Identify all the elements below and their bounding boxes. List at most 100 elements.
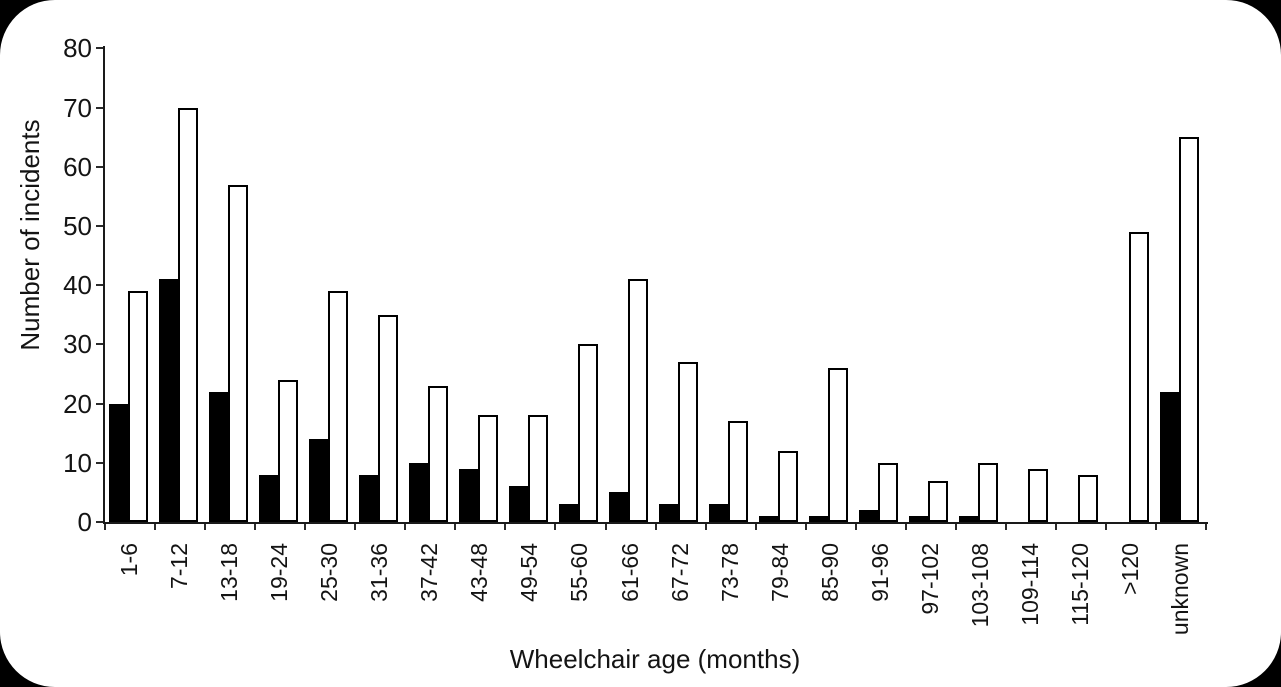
bar-black bbox=[409, 463, 428, 522]
x-tick bbox=[404, 522, 406, 530]
y-axis-line bbox=[103, 46, 105, 524]
y-tick-label: 50 bbox=[63, 211, 92, 241]
x-category-label: unknown bbox=[1167, 543, 1193, 636]
bar-white bbox=[528, 415, 548, 522]
bar-black bbox=[309, 439, 328, 522]
x-category-label: 85-90 bbox=[817, 543, 843, 602]
bar-white bbox=[1129, 232, 1149, 522]
bar-black bbox=[609, 492, 628, 522]
bar-white bbox=[1078, 475, 1098, 522]
bar-black bbox=[859, 510, 878, 522]
y-tick bbox=[96, 521, 105, 523]
bar-black bbox=[659, 504, 678, 522]
x-axis-title: Wheelchair age (months) bbox=[509, 644, 801, 674]
bar-white bbox=[478, 415, 498, 522]
bar-white bbox=[578, 344, 598, 522]
y-tick-label: 10 bbox=[63, 447, 92, 478]
x-category-label: 115-120 bbox=[1067, 543, 1093, 626]
x-category-label: 79-84 bbox=[767, 543, 793, 602]
y-tick-label: 30 bbox=[63, 329, 92, 360]
x-category-label: 43-48 bbox=[466, 543, 492, 602]
y-tick bbox=[96, 225, 105, 227]
x-category-label: 13-18 bbox=[216, 543, 242, 602]
x-tick bbox=[655, 522, 657, 530]
x-category-label: 91-96 bbox=[867, 543, 893, 602]
y-tick bbox=[96, 284, 105, 287]
y-tick bbox=[96, 402, 105, 405]
bar-white bbox=[1179, 137, 1199, 522]
x-tick bbox=[1155, 522, 1157, 530]
bar-white bbox=[928, 481, 948, 522]
bar-white bbox=[228, 185, 248, 522]
bar-black bbox=[809, 516, 828, 522]
x-tick bbox=[755, 522, 757, 530]
x-category-label: 31-36 bbox=[366, 543, 392, 602]
bar-white bbox=[428, 386, 448, 522]
x-tick bbox=[1205, 522, 1207, 530]
bar-black bbox=[709, 504, 728, 522]
x-tick bbox=[705, 522, 707, 530]
x-tick bbox=[354, 522, 356, 530]
x-tick bbox=[304, 522, 306, 530]
y-tick bbox=[96, 343, 105, 346]
x-category-label: 109-114 bbox=[1017, 543, 1043, 626]
x-tick bbox=[254, 522, 256, 530]
y-tick bbox=[96, 165, 105, 168]
x-category-label: >120 bbox=[1117, 543, 1143, 595]
x-tick bbox=[204, 522, 206, 530]
x-tick bbox=[805, 522, 807, 530]
x-tick bbox=[454, 522, 456, 530]
x-tick bbox=[504, 522, 506, 530]
y-tick-label: 60 bbox=[63, 151, 92, 182]
x-category-label: 61-66 bbox=[617, 543, 643, 602]
x-tick bbox=[154, 522, 156, 530]
x-category-label: 25-30 bbox=[316, 543, 342, 602]
x-category-label: 103-108 bbox=[967, 543, 993, 628]
bar-black bbox=[509, 486, 528, 522]
bar-black bbox=[109, 404, 128, 522]
bar-white bbox=[178, 108, 198, 522]
x-tick bbox=[955, 522, 957, 530]
bar-black bbox=[259, 475, 278, 522]
x-tick bbox=[605, 522, 607, 530]
y-tick bbox=[96, 47, 105, 50]
y-tick bbox=[96, 106, 105, 109]
bar-black bbox=[959, 516, 978, 522]
y-tick-label: 20 bbox=[63, 388, 92, 419]
bar-white bbox=[978, 463, 998, 522]
x-category-label: 49-54 bbox=[516, 543, 542, 602]
y-tick bbox=[96, 461, 105, 464]
x-category-label: 1-6 bbox=[116, 543, 142, 577]
bar-white bbox=[678, 362, 698, 522]
x-tick bbox=[554, 522, 556, 530]
x-tick bbox=[104, 522, 106, 530]
x-tick bbox=[905, 522, 907, 530]
x-category-label: 73-78 bbox=[717, 543, 743, 602]
bar-black bbox=[209, 392, 228, 522]
x-tick bbox=[855, 522, 857, 530]
bar-black bbox=[1160, 392, 1179, 522]
x-tick bbox=[1055, 522, 1057, 530]
bar-black bbox=[559, 504, 578, 522]
x-category-label: 7-12 bbox=[166, 543, 192, 590]
y-tick-label: 0 bbox=[77, 507, 92, 537]
bar-white bbox=[628, 279, 648, 522]
x-category-label: 37-42 bbox=[416, 543, 442, 602]
bar-white bbox=[828, 368, 848, 522]
bar-white bbox=[328, 291, 348, 522]
bar-black bbox=[909, 516, 928, 522]
x-category-label: 67-72 bbox=[667, 543, 693, 602]
bar-black bbox=[159, 279, 178, 522]
bar-white bbox=[878, 463, 898, 522]
x-category-label: 97-102 bbox=[917, 543, 943, 615]
bar-white bbox=[778, 451, 798, 522]
bar-white bbox=[278, 380, 298, 522]
bar-black bbox=[759, 516, 778, 522]
bar-black bbox=[459, 469, 478, 522]
x-category-label: 55-60 bbox=[566, 543, 592, 602]
bar-white bbox=[1028, 469, 1048, 522]
x-axis-line bbox=[103, 522, 1208, 524]
x-tick bbox=[1005, 522, 1007, 530]
